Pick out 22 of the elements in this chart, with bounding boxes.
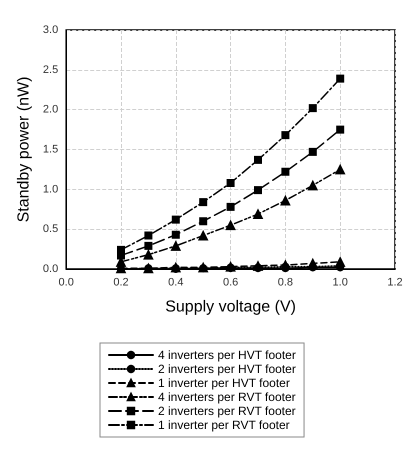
x-tick-label: 0.4 bbox=[168, 276, 184, 288]
y-tick-label: 0.5 bbox=[42, 223, 58, 236]
legend-label: 1 inverter per HVT footer bbox=[158, 376, 290, 390]
y-tick-label: 0.0 bbox=[42, 263, 58, 275]
y-axis-title: Standby power (nW) bbox=[16, 76, 32, 222]
legend-label: 1 inverter per RVT footer bbox=[158, 418, 290, 432]
legend-label: 2 inverters per HVT footer bbox=[158, 362, 296, 376]
x-tick-label: 0.8 bbox=[278, 276, 294, 288]
x-tick-label: 0.2 bbox=[113, 276, 129, 288]
legend-label: 4 inverters per HVT footer bbox=[158, 348, 296, 362]
y-tick-label: 3.0 bbox=[42, 24, 58, 36]
x-tick-label: 0.0 bbox=[58, 276, 74, 288]
x-tick-label: 1.2 bbox=[387, 276, 403, 288]
y-tick-label: 2.5 bbox=[42, 64, 58, 76]
x-tick-label: 0.6 bbox=[222, 276, 238, 288]
y-tick-label: 1.0 bbox=[42, 183, 58, 196]
x-axis-title: Supply voltage (V) bbox=[165, 298, 296, 316]
legend-label: 4 inverters per RVT footer bbox=[158, 390, 296, 404]
y-tick-label: 1.5 bbox=[42, 144, 58, 156]
legend-label: 2 inverters per RVT footer bbox=[158, 404, 296, 418]
y-tick-label: 2.0 bbox=[42, 104, 58, 116]
x-tick-label: 1.0 bbox=[332, 276, 348, 288]
